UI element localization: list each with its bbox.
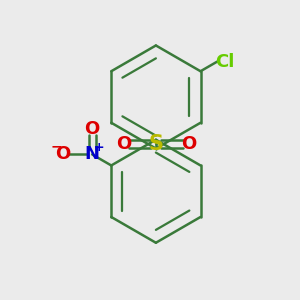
Text: N: N <box>85 146 100 164</box>
Text: S: S <box>148 134 164 154</box>
Text: O: O <box>181 135 196 153</box>
Text: +: + <box>93 141 104 154</box>
Text: O: O <box>116 135 131 153</box>
Text: Cl: Cl <box>215 53 234 71</box>
Text: O: O <box>55 146 70 164</box>
Text: O: O <box>85 120 100 138</box>
Text: −: − <box>50 140 62 154</box>
